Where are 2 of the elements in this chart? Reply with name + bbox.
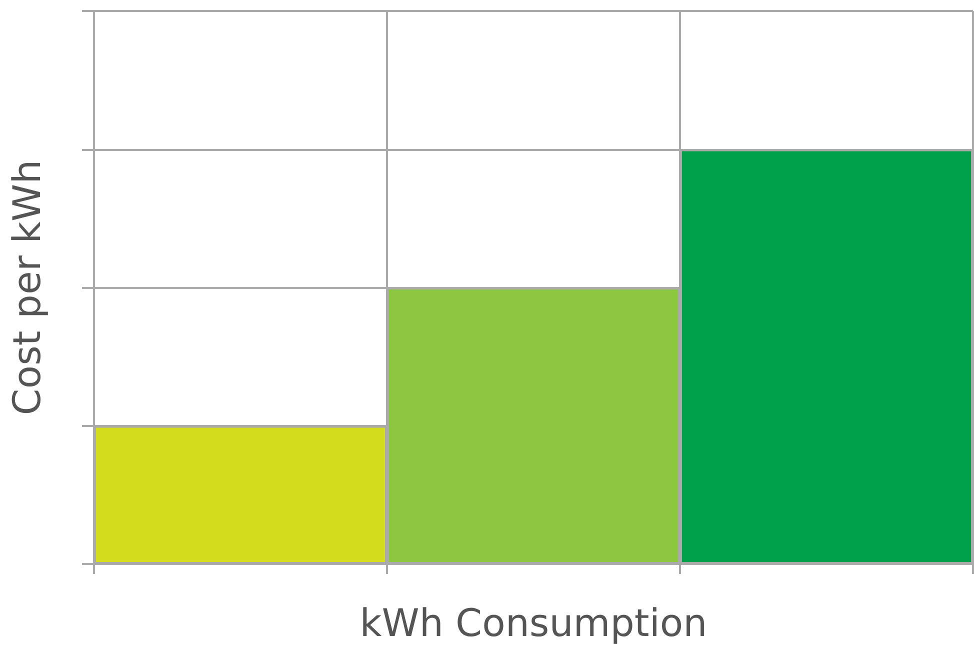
x-axis-title: kWh Consumption	[360, 601, 708, 645]
y-axis-title: Cost per kWh	[5, 160, 49, 416]
